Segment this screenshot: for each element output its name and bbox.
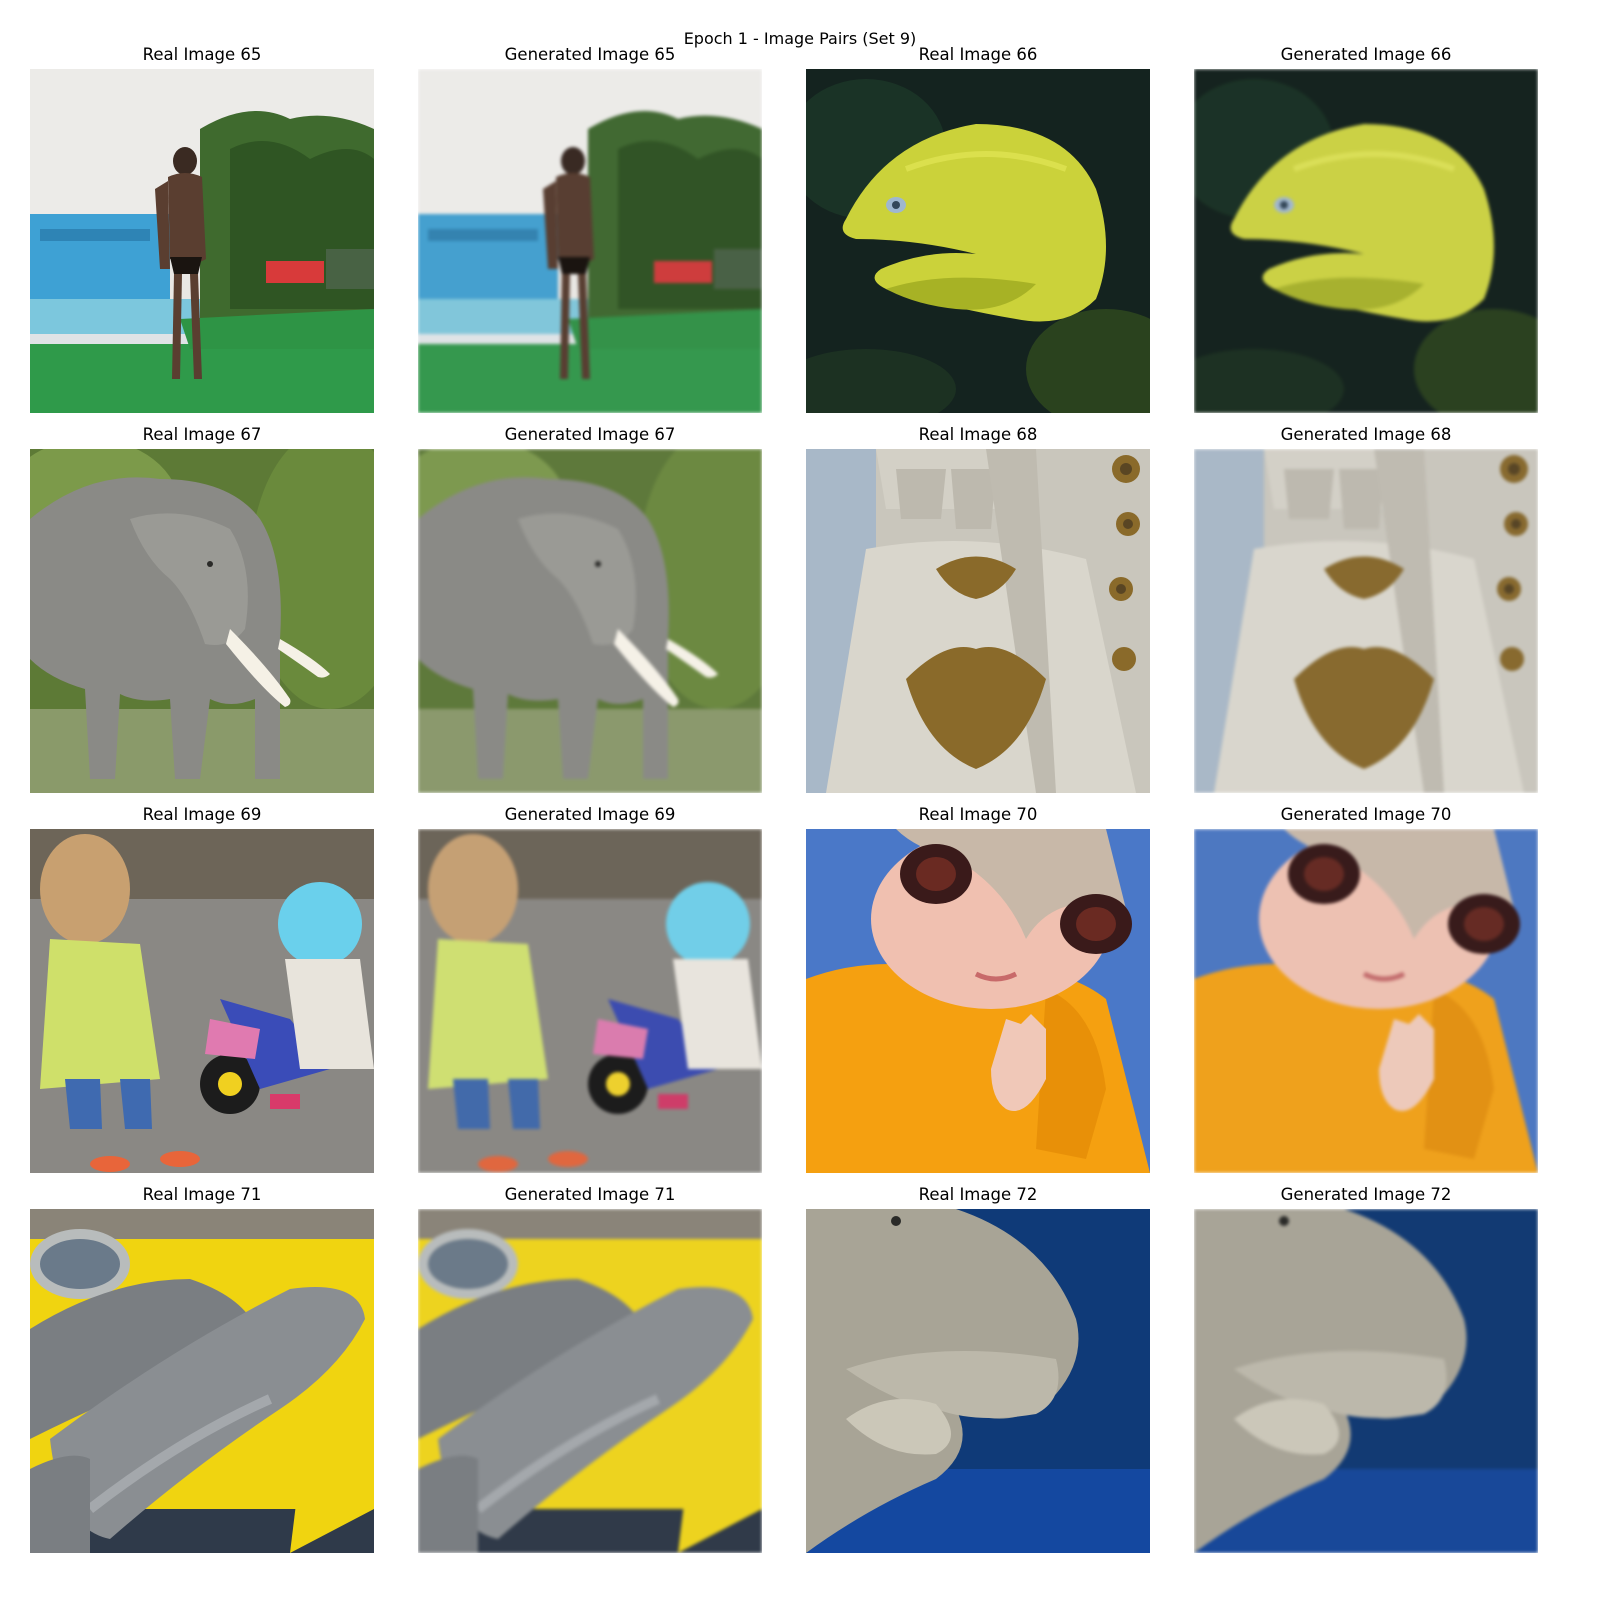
panel-title: Generated Image 67: [504, 425, 676, 444]
panel-title: Real Image 70: [918, 805, 1038, 824]
figure-title: Epoch 1 - Image Pairs (Set 9): [683, 29, 917, 48]
panel-title: Generated Image 69: [504, 805, 676, 824]
real-image-69: [30, 829, 374, 1173]
panel-title: Real Image 67: [142, 425, 262, 444]
generated-image-68: [1194, 449, 1538, 793]
generated-image-72: [1194, 1209, 1538, 1553]
real-image-72: [806, 1209, 1150, 1553]
panel-title: Generated Image 68: [1280, 425, 1452, 444]
real-image-70: [806, 829, 1150, 1173]
real-image-67: [30, 449, 374, 793]
panel-title: Real Image 72: [918, 1185, 1038, 1204]
panel-title: Generated Image 72: [1280, 1185, 1452, 1204]
panel-title: Real Image 71: [142, 1185, 262, 1204]
real-image-71: [30, 1209, 374, 1553]
panel-title: Generated Image 70: [1280, 805, 1452, 824]
panel-title: Generated Image 65: [504, 45, 676, 64]
generated-image-67: [418, 449, 762, 793]
real-image-66: [806, 69, 1150, 413]
panel-title: Real Image 65: [142, 45, 262, 64]
generated-image-71: [418, 1209, 762, 1553]
panel-title: Real Image 66: [918, 45, 1038, 64]
real-image-68: [806, 449, 1150, 793]
panel-title: Generated Image 71: [504, 1185, 676, 1204]
panel-title: Generated Image 66: [1280, 45, 1452, 64]
generated-image-66: [1194, 69, 1538, 413]
panel-title: Real Image 69: [142, 805, 262, 824]
generated-image-69: [418, 829, 762, 1173]
generated-image-65: [418, 69, 762, 413]
generated-image-70: [1194, 829, 1538, 1173]
real-image-65: [30, 69, 374, 413]
panel-title: Real Image 68: [918, 425, 1038, 444]
